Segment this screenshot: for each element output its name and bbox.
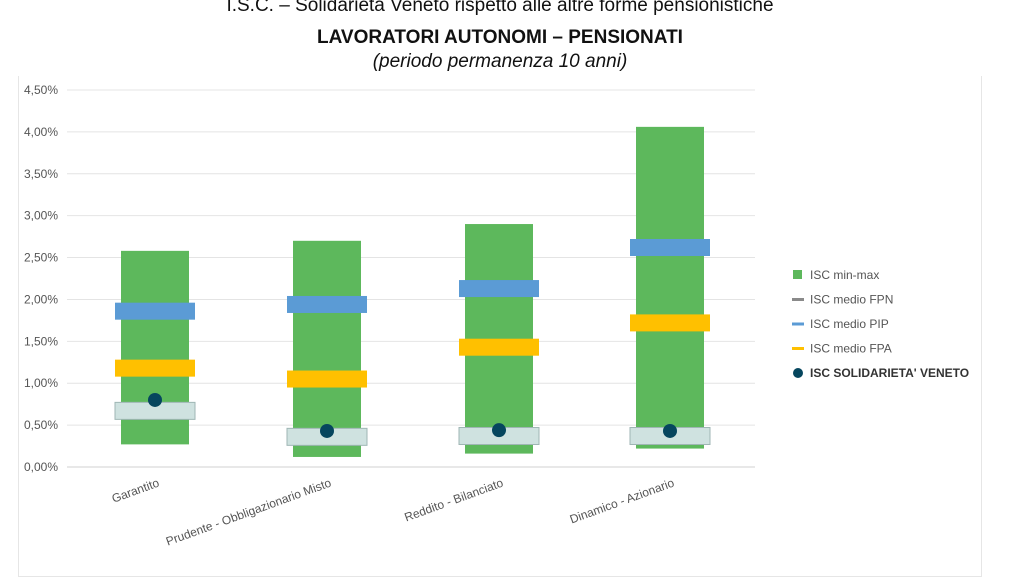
legend-label: ISC medio PIP xyxy=(810,317,889,331)
x-tick-label: Dinamico - Azionario xyxy=(568,476,677,527)
legend-item: ISC SOLIDARIETA' VENETO xyxy=(793,366,969,380)
avg-marker xyxy=(287,295,367,313)
range-bar xyxy=(293,240,361,457)
solidarieta-dot xyxy=(320,423,334,438)
y-tick-label: 2,50% xyxy=(24,251,58,265)
y-tick-label: 1,50% xyxy=(24,334,58,348)
legend-label: ISC medio FPA xyxy=(810,342,892,356)
y-tick-label: 0,50% xyxy=(24,418,58,432)
y-axis-ticks: 0,00% 0,50% 1,00% 1,50% 2,00% 2,50% 3,00% 3,50%… xyxy=(24,83,58,474)
y-tick-label: 2,00% xyxy=(24,292,58,306)
x-tick-label: Prudente - Obbligazionario Misto xyxy=(164,476,333,549)
y-tick-label: 4,00% xyxy=(24,125,58,139)
legend-swatch xyxy=(792,322,804,326)
avg-marker xyxy=(115,302,195,320)
chart-marks xyxy=(114,126,711,457)
chart-subtitle: (periodo permanenza 10 anni) xyxy=(372,51,628,72)
legend-item: ISC medio FPA xyxy=(792,342,892,356)
range-bar xyxy=(636,126,704,449)
y-tick-label: 3,50% xyxy=(24,167,58,181)
legend-label: ISC min-max xyxy=(810,268,879,282)
solidarieta-dot xyxy=(663,423,677,438)
avg-marker xyxy=(459,338,539,356)
legend: ISC min-max ISC medio FPN ISC medio PIP ISC… xyxy=(792,268,969,380)
y-tick-label: 3,00% xyxy=(24,209,58,223)
legend-item: ISC medio PIP xyxy=(792,317,889,331)
chart-title: LAVORATORI AUTONOMI – PENSIONATI xyxy=(317,27,683,48)
legend-swatch xyxy=(792,347,804,350)
legend-swatch xyxy=(792,298,804,301)
legend-item: ISC min-max xyxy=(793,268,879,282)
y-tick-label: 1,00% xyxy=(24,376,58,390)
solidarieta-dot xyxy=(492,423,506,438)
avg-marker xyxy=(115,359,195,377)
x-tick-label: Reddito - Bilanciato xyxy=(402,476,505,525)
y-tick-label: 4,50% xyxy=(24,83,58,97)
legend-label: ISC medio FPN xyxy=(810,293,893,307)
avg-marker xyxy=(630,239,710,257)
legend-swatch xyxy=(793,368,803,378)
legend-item: ISC medio FPN xyxy=(792,293,893,307)
avg-marker xyxy=(459,280,539,298)
avg-marker xyxy=(630,314,710,332)
legend-label: ISC SOLIDARIETA' VENETO xyxy=(810,366,969,380)
chart-title-top: I.S.C. – Solidarietà Veneto rispetto all… xyxy=(226,0,774,16)
solidarieta-dot xyxy=(148,392,162,407)
x-axis-labels: Garantito Prudente - Obbligazionario Mist… xyxy=(110,476,676,549)
y-tick-label: 0,00% xyxy=(24,460,58,474)
x-tick-label: Garantito xyxy=(110,476,161,506)
avg-marker xyxy=(287,370,367,388)
legend-swatch xyxy=(793,270,802,279)
